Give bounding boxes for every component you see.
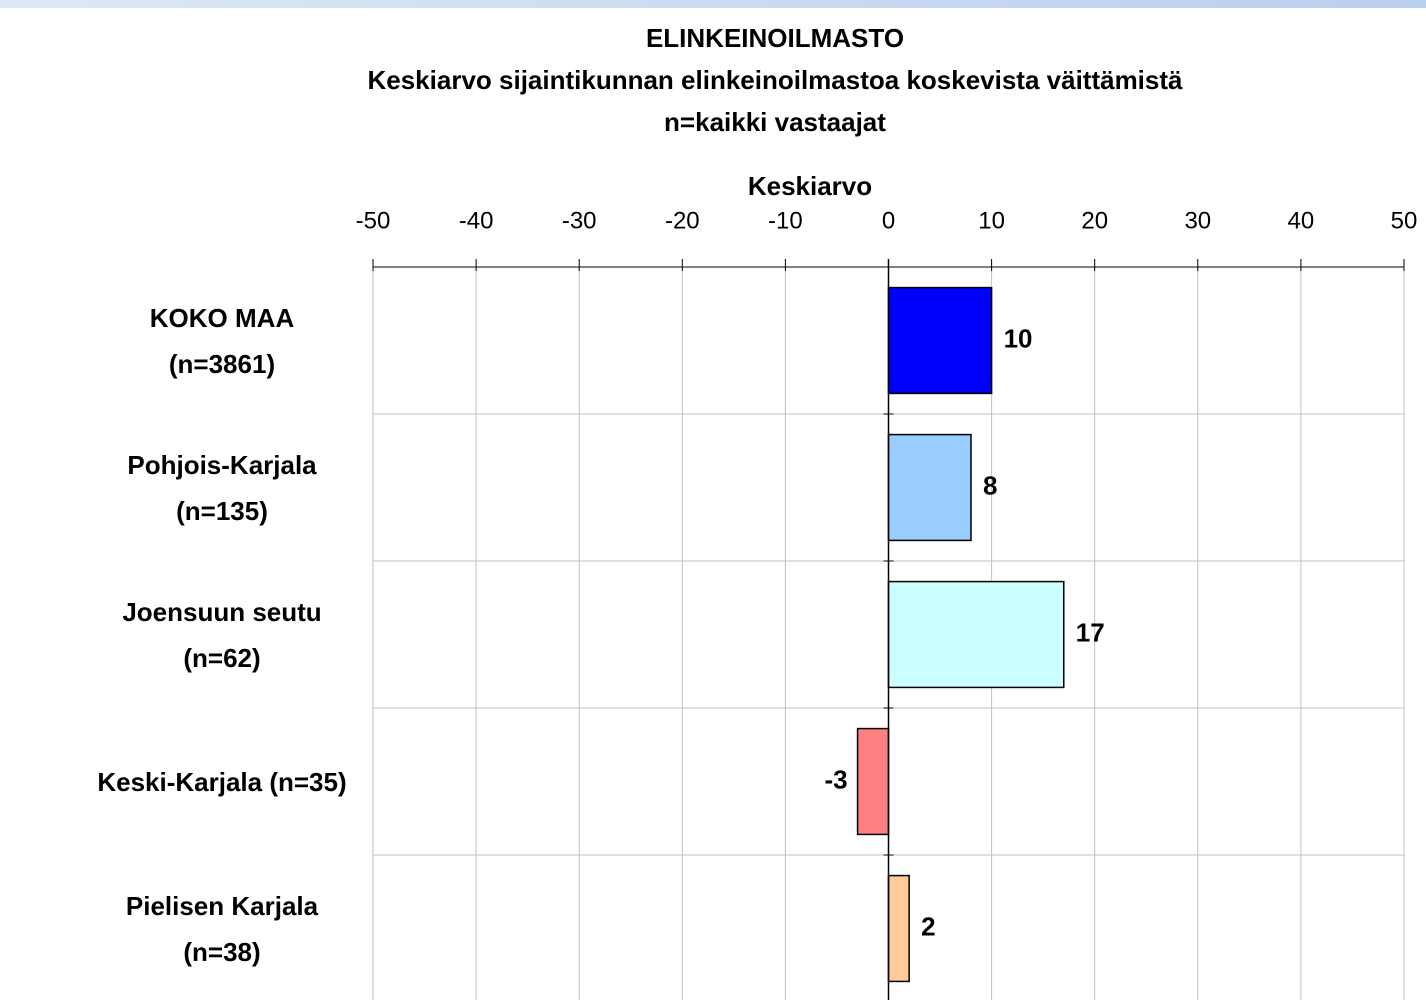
y-tick-label: Keski-Karjala (n=35) <box>97 766 347 797</box>
data-label: -3 <box>824 764 847 794</box>
bar <box>887 433 972 542</box>
x-tick-label: -50 <box>356 207 391 234</box>
x-tick-label: 30 <box>1184 207 1211 234</box>
y-tick-label: Joensuun seutu (n=62) <box>122 596 322 673</box>
chart-subtitle: Keskiarvo sijaintikunnan elinkeinoilmast… <box>367 65 1183 95</box>
data-label: 17 <box>1076 617 1105 647</box>
x-tick-label: -30 <box>562 207 597 234</box>
chart-subtitle: n=kaikki vastaajat <box>664 107 886 137</box>
x-tick-label: 0 <box>882 207 895 234</box>
x-tick-label: 10 <box>978 207 1005 234</box>
bar <box>856 727 890 836</box>
top-strip <box>0 0 1426 8</box>
data-label: 2 <box>921 911 935 941</box>
x-tick-label: -20 <box>665 207 700 234</box>
data-label: 10 <box>1004 323 1033 353</box>
x-tick-label: 50 <box>1391 207 1418 234</box>
chart-title: ELINKEINOILMASTO <box>646 23 904 53</box>
x-tick-label: -10 <box>768 207 803 234</box>
bar <box>887 874 910 983</box>
x-axis-title: Keskiarvo <box>748 171 872 201</box>
data-label: 8 <box>983 470 997 500</box>
x-tick-label: 40 <box>1288 207 1315 234</box>
x-tick-label: 20 <box>1081 207 1108 234</box>
y-tick-label: Pohjois-Karjala (n=135) <box>127 449 317 526</box>
y-tick-label: KOKO MAA (n=3861) <box>149 302 295 379</box>
y-tick-label: Pielisen Karjala (n=38) <box>125 890 319 967</box>
x-tick-label: -40 <box>459 207 494 234</box>
bar <box>887 286 993 395</box>
bar <box>887 580 1065 689</box>
